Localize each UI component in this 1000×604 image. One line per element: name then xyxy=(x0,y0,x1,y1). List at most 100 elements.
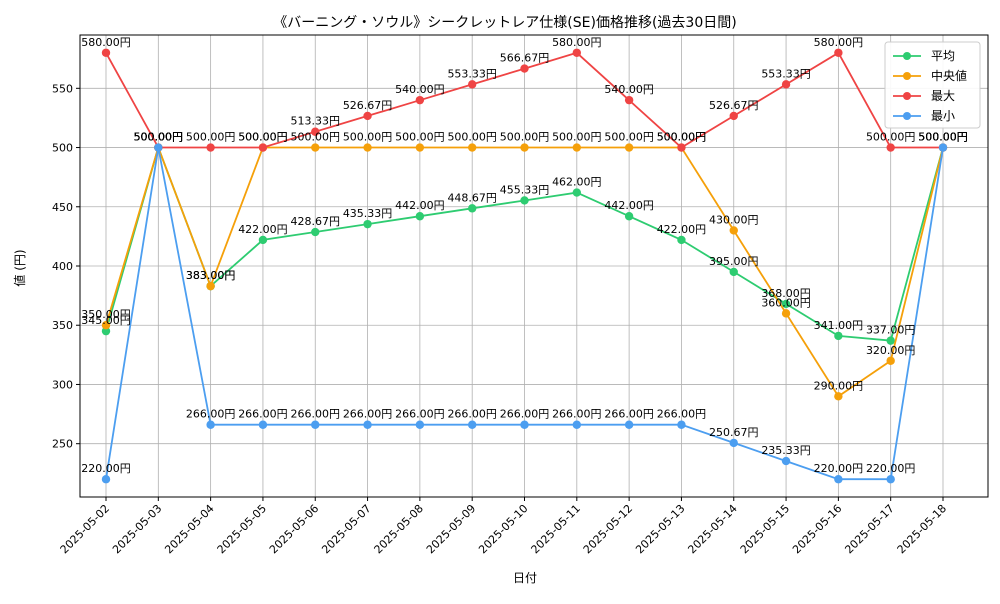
data-label: 462.00円 xyxy=(552,176,602,189)
data-point xyxy=(834,48,843,57)
data-label: 500.00円 xyxy=(918,131,968,144)
series-2 xyxy=(101,48,948,152)
x-tick-label: 2025-05-12 xyxy=(581,502,635,556)
data-point xyxy=(729,267,738,277)
data-point xyxy=(886,475,895,484)
data-point xyxy=(572,188,582,197)
data-point xyxy=(624,143,634,152)
y-tick-label: 300 xyxy=(52,378,73,391)
data-label: 250.67円 xyxy=(709,426,759,439)
x-tick-label: 2025-05-09 xyxy=(424,502,478,556)
data-point xyxy=(886,336,895,345)
data-point xyxy=(467,420,477,429)
x-tick-label: 2025-05-13 xyxy=(633,502,687,556)
data-point xyxy=(677,143,686,152)
data-point xyxy=(363,420,372,429)
data-label: 360.00円 xyxy=(761,296,811,309)
x-tick-label: 2025-05-02 xyxy=(58,502,112,556)
data-label: 566.67円 xyxy=(500,52,550,65)
data-label: 448.67円 xyxy=(447,191,497,204)
data-label: 500.00円 xyxy=(447,131,497,144)
data-point xyxy=(311,227,320,237)
x-tick-label: 2025-05-03 xyxy=(110,502,164,556)
legend-item: 最小 xyxy=(893,109,955,123)
data-label: 500.00円 xyxy=(604,131,654,144)
data-point xyxy=(206,420,215,429)
data-point xyxy=(520,64,529,73)
legend-marker xyxy=(903,72,911,80)
data-point xyxy=(834,392,843,401)
data-label: 500.00円 xyxy=(291,131,341,144)
y-tick-label: 350 xyxy=(52,319,73,332)
data-label: 350.00円 xyxy=(81,308,131,321)
data-label: 220.00円 xyxy=(814,462,864,475)
y-axis-label: 値 (円) xyxy=(12,249,27,286)
data-label: 500.00円 xyxy=(552,131,602,144)
legend-label: 中央値 xyxy=(931,68,967,83)
data-label: 266.00円 xyxy=(343,408,393,421)
data-label: 266.00円 xyxy=(500,408,550,421)
data-label: 500.00円 xyxy=(918,131,968,144)
data-point xyxy=(415,95,425,105)
data-point xyxy=(363,143,372,152)
data-label: 500.00円 xyxy=(395,131,445,144)
data-label: 500.00円 xyxy=(238,131,288,144)
data-label: 266.00円 xyxy=(186,408,236,421)
grid-lines xyxy=(80,35,988,497)
data-point xyxy=(415,420,425,429)
data-label: 500.00円 xyxy=(918,131,968,144)
x-tick-label: 2025-05-15 xyxy=(738,502,792,556)
data-point xyxy=(206,143,215,152)
data-label: 290.00円 xyxy=(814,379,864,392)
data-label: 266.00円 xyxy=(657,408,707,421)
data-point xyxy=(415,143,425,152)
data-label: 341.00円 xyxy=(814,319,864,332)
data-point xyxy=(624,95,634,105)
legend-box xyxy=(884,41,981,129)
data-label: 235.33円 xyxy=(761,444,811,457)
data-point xyxy=(886,356,895,365)
data-label: 220.00円 xyxy=(81,462,131,475)
data-label: 266.00円 xyxy=(395,408,445,421)
data-point xyxy=(781,309,791,318)
data-label: 428.67円 xyxy=(291,215,341,228)
series-3 xyxy=(101,143,948,484)
data-label: 513.33円 xyxy=(291,115,341,128)
data-point xyxy=(311,127,320,136)
data-label: 526.67円 xyxy=(709,99,759,112)
x-tick-label: 2025-05-11 xyxy=(529,502,583,556)
data-label: 580.00円 xyxy=(814,36,864,49)
data-label: 500.00円 xyxy=(134,131,184,144)
data-point xyxy=(572,143,582,152)
data-point xyxy=(258,143,268,152)
data-label: 500.00円 xyxy=(134,131,184,144)
data-label: 500.00円 xyxy=(657,131,707,144)
data-point xyxy=(206,281,215,291)
data-point xyxy=(834,475,843,484)
data-label: 383.00円 xyxy=(186,269,236,282)
chart-title: 《バーニング・ソウル》シークレットレア仕様(SE)価格推移(過去30日間) xyxy=(273,15,736,31)
legend-marker xyxy=(903,112,911,120)
data-point xyxy=(154,143,163,152)
x-tick-label: 2025-05-10 xyxy=(476,502,530,556)
data-label: 368.00円 xyxy=(761,287,811,300)
x-tick-label: 2025-05-08 xyxy=(372,502,426,556)
x-tick-label: 2025-05-17 xyxy=(842,502,896,556)
data-point xyxy=(572,48,582,57)
x-tick-label: 2025-05-18 xyxy=(895,502,949,556)
data-point xyxy=(781,456,791,466)
data-point xyxy=(781,80,791,89)
data-label: 580.00円 xyxy=(552,36,602,49)
data-point xyxy=(363,111,372,121)
y-tick-label: 550 xyxy=(52,82,73,95)
data-label: 500.00円 xyxy=(918,131,968,144)
x-tick-label: 2025-05-07 xyxy=(319,502,373,556)
legend-marker xyxy=(903,92,911,100)
data-label: 500.00円 xyxy=(343,131,393,144)
data-point xyxy=(520,143,529,152)
data-label: 266.00円 xyxy=(552,408,602,421)
data-label: 580.00円 xyxy=(81,36,131,49)
data-label: 526.67円 xyxy=(343,99,393,112)
data-label: 422.00円 xyxy=(238,223,288,236)
data-point xyxy=(101,326,111,336)
